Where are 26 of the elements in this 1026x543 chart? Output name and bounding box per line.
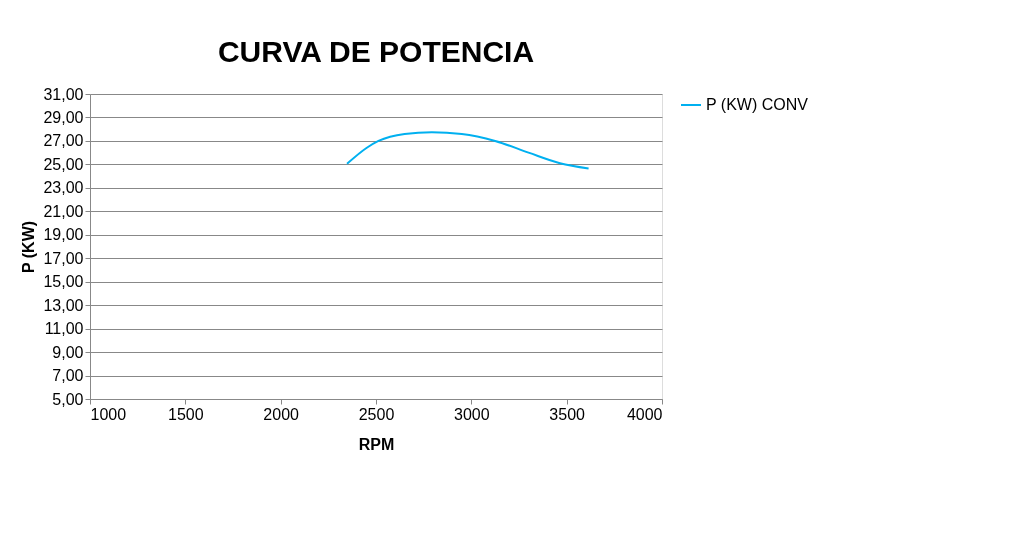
y-tick-label: 19,00 (43, 226, 84, 244)
x-tick-label: 2500 (358, 405, 395, 423)
x-tick-label: 3000 (454, 405, 490, 423)
y-tick-label: 23,00 (43, 179, 84, 197)
y-tick-label: 29,00 (43, 108, 84, 126)
chart-title: CURVA DE POTENCIA (217, 35, 535, 68)
y-tick-label: 17,00 (43, 249, 84, 267)
line-series (346, 131, 590, 170)
y-tick-label: 11,00 (44, 320, 84, 338)
x-axis-title: RPM (358, 435, 395, 453)
x-tick-label: 1000 (90, 405, 127, 423)
y-tick-label: 21,00 (43, 202, 84, 220)
y-tick-label: 9,00 (52, 343, 84, 361)
y-tick-label: 25,00 (43, 155, 84, 173)
y-tick-label: 5,00 (52, 390, 84, 408)
y-tick-label: 13,00 (43, 296, 84, 314)
y-tick-label: 27,00 (43, 132, 84, 150)
y-axis-title: P (KW) (20, 220, 38, 274)
y-tick-label: 7,00 (52, 367, 84, 385)
x-tick-label: 1500 (168, 405, 204, 423)
x-tick-label: 3500 (549, 405, 586, 423)
y-tick-label: 15,00 (43, 273, 84, 291)
x-tick-label: 2000 (263, 405, 300, 423)
x-tick-label: 4000 (626, 405, 663, 423)
y-tick-label: 31,00 (43, 85, 84, 103)
legend-label: P (KW) CONV (706, 96, 809, 113)
